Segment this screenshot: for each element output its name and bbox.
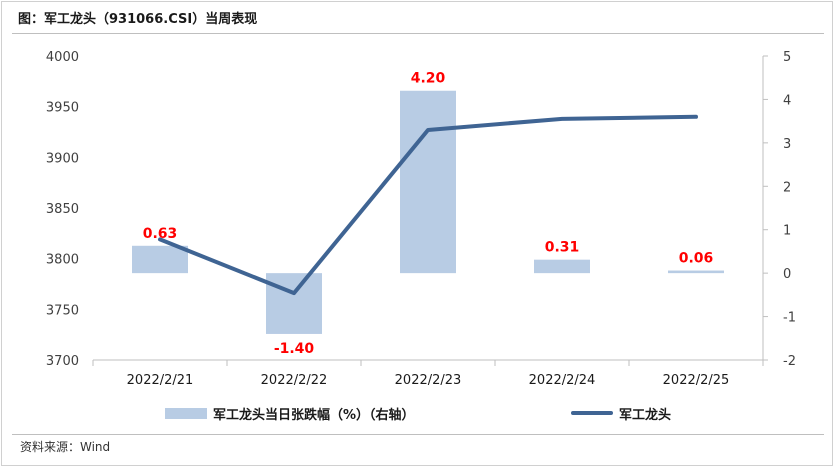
bar (266, 273, 322, 334)
title-divider (12, 33, 824, 34)
bar-data-label: 0.31 (545, 240, 580, 256)
left-y-tick-label: 3800 (46, 253, 79, 268)
right-y-tick-label: -2 (783, 354, 796, 369)
bar-series (132, 90, 724, 334)
right-y-tick-label: 2 (783, 180, 791, 195)
source-note: 资料来源：Wind (20, 440, 111, 454)
left-y-tick-label: 3700 (46, 354, 79, 369)
legend-item-line: 军工龙头 (571, 403, 671, 423)
legend-line-swatch (571, 411, 613, 415)
source-divider (12, 434, 824, 435)
right-y-tick-label: 0 (783, 267, 791, 282)
bar-data-label: 0.63 (143, 226, 178, 242)
left-y-tick-label: 3750 (46, 303, 79, 318)
x-tick-label: 2022/2/22 (261, 373, 328, 388)
left-y-tick-label: 3850 (46, 202, 79, 217)
bar-data-label: 0.06 (679, 251, 714, 267)
x-tick-label: 2022/2/25 (663, 373, 730, 388)
legend: 军工龙头当日张跌幅（%）（右轴） 军工龙头 (0, 403, 836, 423)
left-y-tick-label: 4000 (46, 50, 79, 65)
right-y-tick-label: 3 (783, 137, 791, 152)
x-tick-label: 2022/2/23 (395, 373, 462, 388)
left-y-tick-label: 3950 (46, 101, 79, 116)
legend-bar-swatch (165, 407, 207, 419)
bar-data-label: -1.40 (274, 341, 315, 357)
legend-line-label: 军工龙头 (619, 407, 672, 423)
axes: 2022/2/21 2022/2/22 2022/2/23 2022/2/24 2022… (46, 50, 796, 388)
x-tick-label: 2022/2/24 (529, 373, 596, 388)
legend-bar-label: 军工龙头当日张跌幅（%）（右轴） (213, 407, 415, 423)
right-y-tick-label: -1 (783, 311, 796, 326)
bar (668, 270, 724, 274)
bar-data-labels: 0.63 -1.40 4.20 0.31 0.06 (143, 71, 714, 357)
right-y-tick-label: 4 (783, 93, 791, 108)
chart-title: 图：军工龙头（931066.CSI）当周表现 (18, 12, 258, 27)
right-y-tick-label: 5 (783, 50, 791, 65)
bar (534, 259, 590, 274)
bar-data-label: 4.20 (411, 71, 446, 87)
right-y-tick-label: 1 (783, 224, 791, 239)
line-series (158, 114, 698, 296)
bar (400, 90, 456, 274)
bar (132, 245, 188, 274)
left-y-tick-label: 3900 (46, 151, 79, 166)
legend-item-bar: 军工龙头当日张跌幅（%）（右轴） (165, 403, 415, 423)
x-tick-label: 2022/2/21 (127, 373, 194, 388)
